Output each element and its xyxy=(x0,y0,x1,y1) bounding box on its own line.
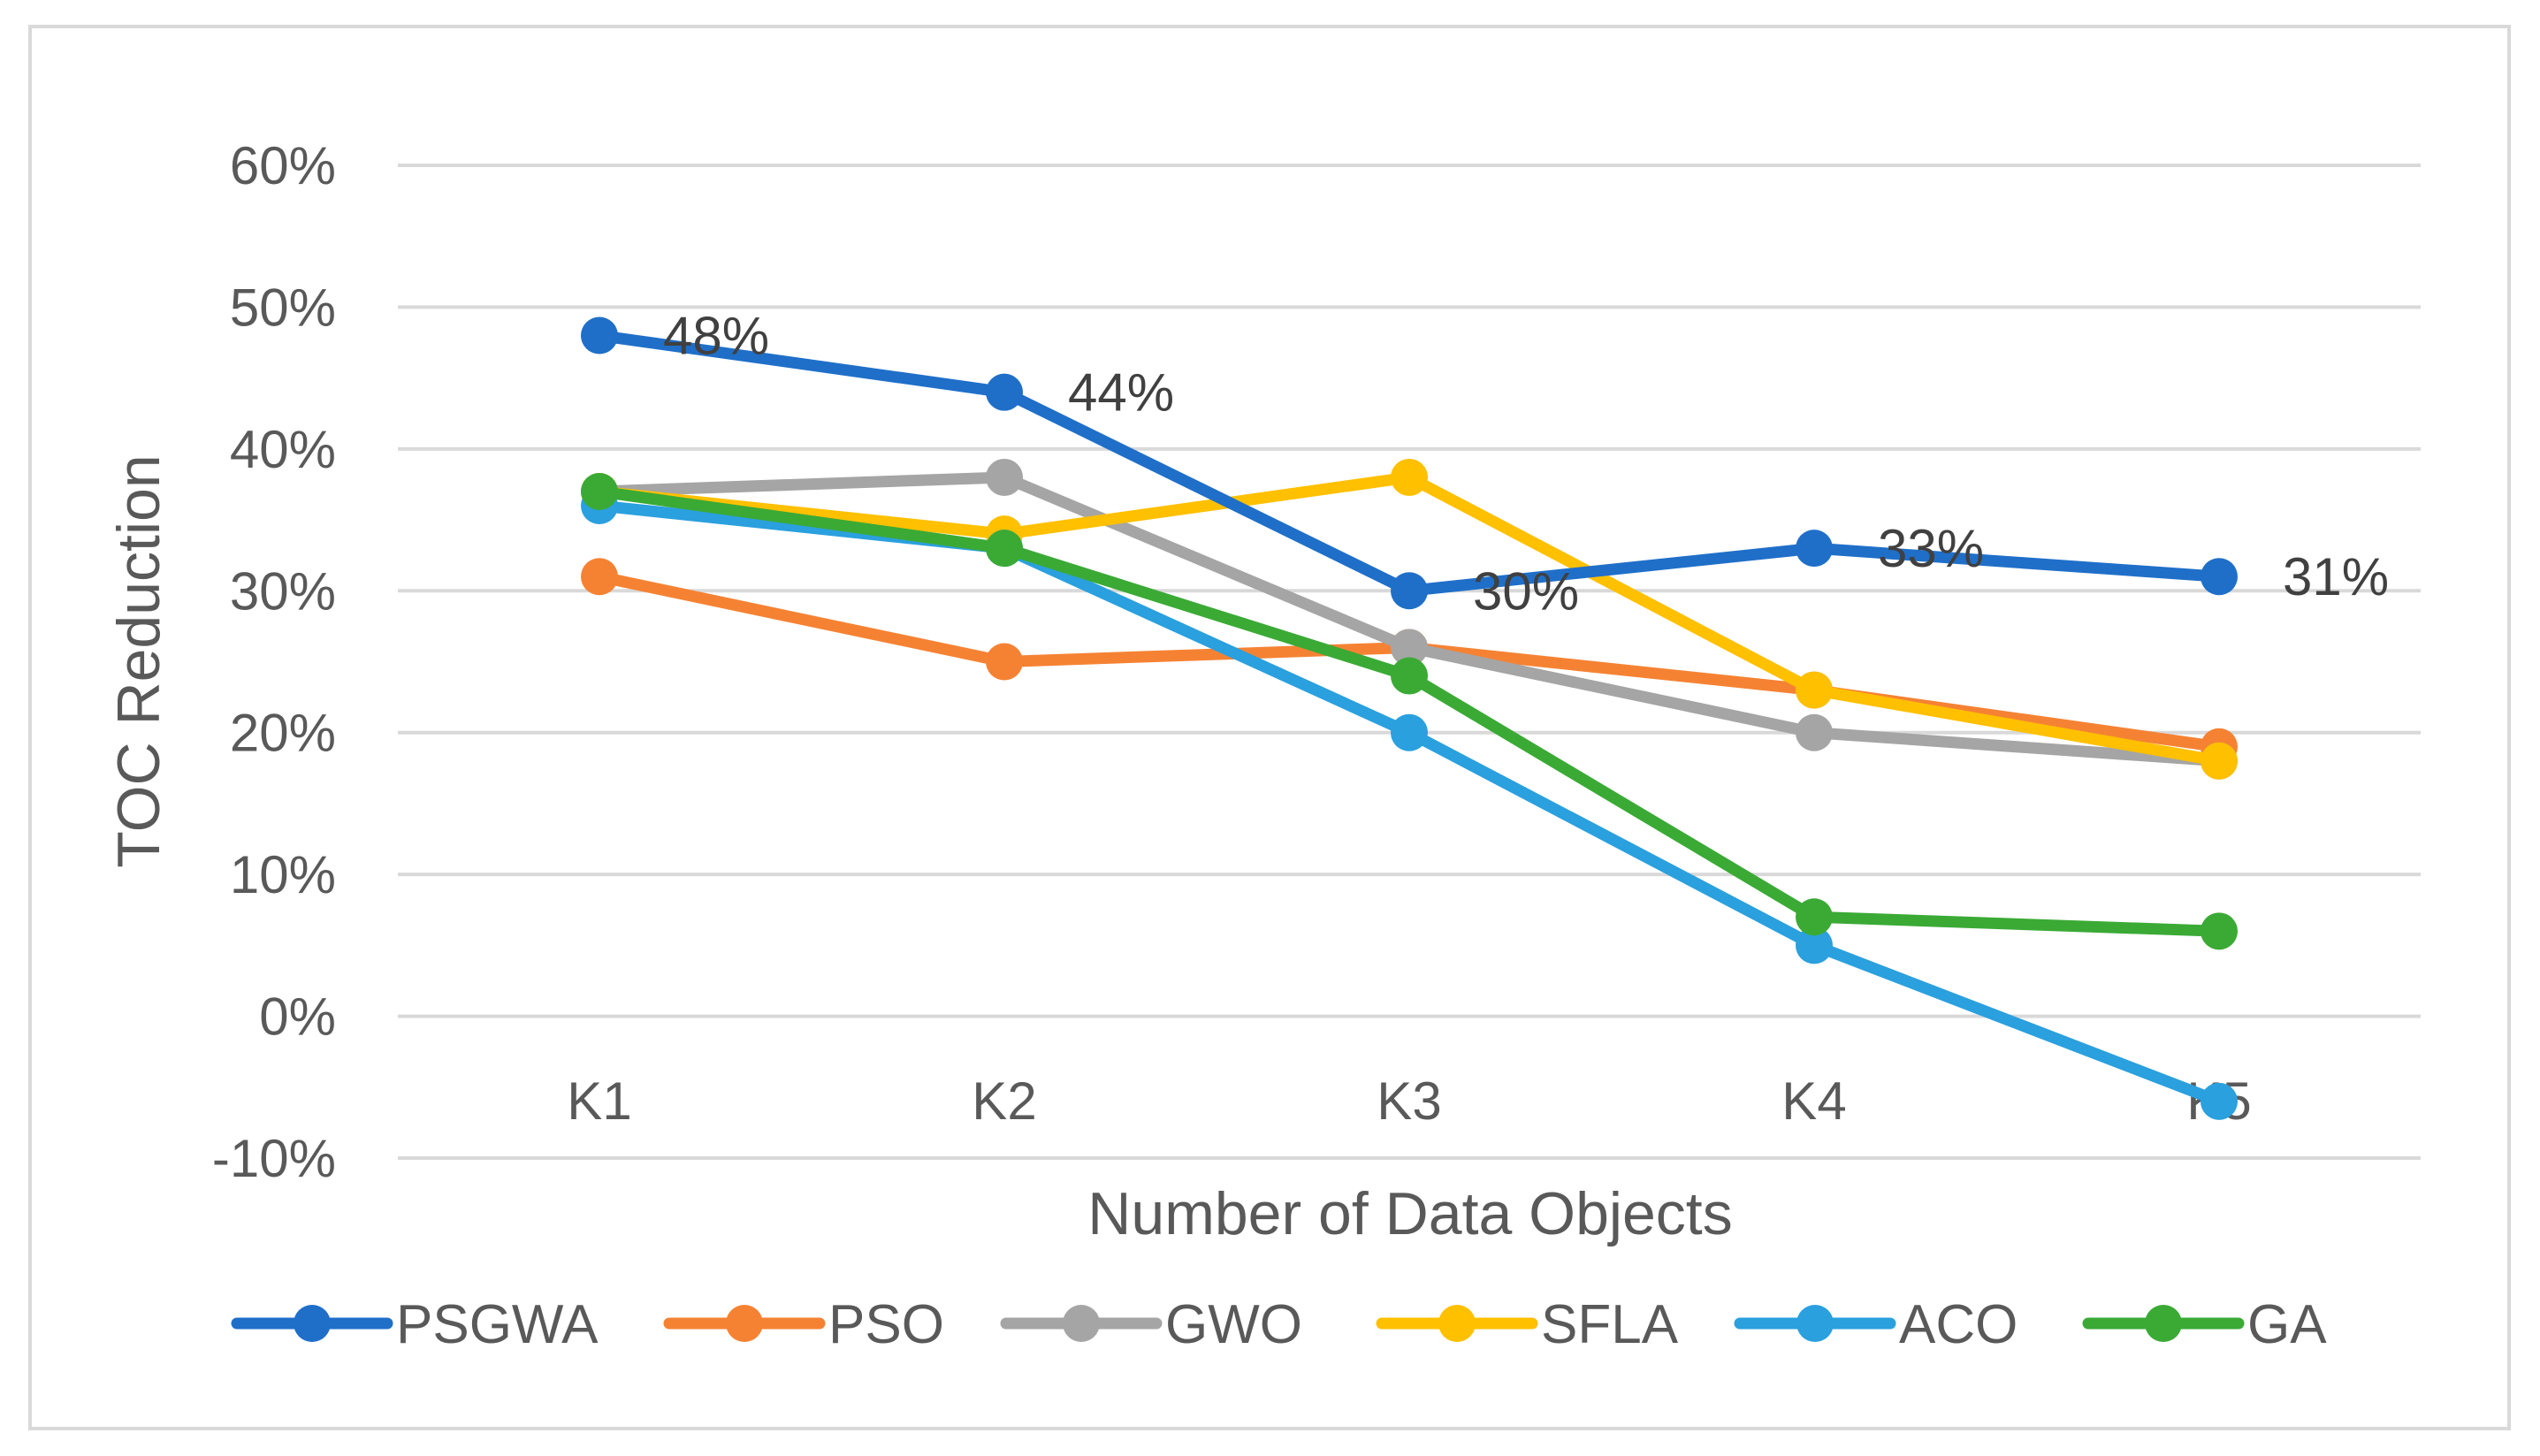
x-tick-label: K2 xyxy=(972,1071,1036,1131)
point-aco-k4 xyxy=(1796,926,1833,964)
point-psgwa-k1 xyxy=(581,316,618,354)
legend-label-gwo: GWO xyxy=(1165,1294,1302,1355)
legend-item-psgwa: PSGWA xyxy=(231,1294,599,1355)
point-aco-k5 xyxy=(2201,1082,2238,1120)
point-psgwa-k5 xyxy=(2201,558,2238,596)
legend-marker-psgwa xyxy=(294,1305,331,1342)
point-pso-k2 xyxy=(986,643,1023,681)
point-gwo-k3 xyxy=(1391,629,1428,667)
point-pso-k1 xyxy=(581,558,618,596)
data-labels: 48% 44% 30% 33% 31% xyxy=(663,307,2389,621)
series-lines xyxy=(581,316,2238,1120)
point-psgwa-k4 xyxy=(1796,530,1833,568)
data-label-psgwa-k5: 31% xyxy=(2283,547,2389,606)
legend-marker-sfla xyxy=(1438,1305,1476,1342)
point-ga-k1 xyxy=(581,472,618,510)
point-ga-k5 xyxy=(2201,912,2238,950)
legend-marker-ga xyxy=(2145,1305,2182,1342)
y-tick-label: -10% xyxy=(212,1129,336,1188)
legend-label-psgwa: PSGWA xyxy=(396,1294,599,1355)
y-tick-label: 60% xyxy=(230,136,336,195)
y-tick-label: 50% xyxy=(230,278,336,337)
legend-label-aco: ACO xyxy=(1899,1294,2018,1355)
data-label-psgwa-k1: 48% xyxy=(663,307,769,366)
x-tick-label: K1 xyxy=(567,1071,631,1131)
legend-label-ga: GA xyxy=(2247,1294,2327,1355)
y-axis-ticks: -10% 0% 10% 20% 30% 40% 50% 60% xyxy=(212,136,336,1188)
x-tick-label: K3 xyxy=(1377,1071,1441,1131)
point-psgwa-k2 xyxy=(986,373,1023,411)
y-axis-title: TOC Reduction xyxy=(105,454,172,867)
legend-marker-gwo xyxy=(1063,1305,1100,1342)
point-ga-k3 xyxy=(1391,657,1428,695)
y-tick-label: 0% xyxy=(259,987,336,1047)
legend-label-pso: PSO xyxy=(828,1294,944,1355)
point-gwo-k4 xyxy=(1796,713,1833,751)
point-gwo-k2 xyxy=(986,458,1023,496)
data-label-psgwa-k3: 30% xyxy=(1473,561,1579,621)
series-ga xyxy=(581,472,2238,950)
legend-label-sfla: SFLA xyxy=(1541,1294,1679,1355)
data-label-psgwa-k4: 33% xyxy=(1878,519,1984,578)
legend-item-ga: GA xyxy=(2082,1294,2327,1355)
legend: PSGWA PSO GWO SFLA ACO GA xyxy=(231,1294,2327,1355)
data-label-psgwa-k2: 44% xyxy=(1068,363,1174,423)
y-tick-label: 10% xyxy=(230,845,336,904)
x-tick-label: K4 xyxy=(1781,1071,1846,1131)
y-tick-label: 40% xyxy=(230,420,336,479)
point-psgwa-k3 xyxy=(1391,572,1428,610)
x-axis-title: Number of Data Objects xyxy=(1087,1180,1732,1247)
y-tick-label: 30% xyxy=(230,561,336,621)
point-sfla-k5 xyxy=(2201,742,2238,780)
point-sfla-k4 xyxy=(1796,671,1833,709)
point-aco-k3 xyxy=(1391,713,1428,751)
point-ga-k4 xyxy=(1796,898,1833,936)
point-sfla-k3 xyxy=(1391,458,1428,496)
legend-item-sfla: SFLA xyxy=(1376,1294,1679,1355)
y-tick-label: 20% xyxy=(230,704,336,763)
legend-marker-pso xyxy=(726,1305,763,1342)
point-ga-k2 xyxy=(986,530,1023,568)
legend-item-pso: PSO xyxy=(663,1294,944,1355)
x-axis-ticks: K1K2K3K4K5 xyxy=(567,1071,2251,1131)
legend-item-gwo: GWO xyxy=(1000,1294,1302,1355)
series-psgwa xyxy=(581,316,2238,610)
legend-marker-aco xyxy=(1796,1305,1834,1342)
legend-item-aco: ACO xyxy=(1734,1294,2018,1355)
